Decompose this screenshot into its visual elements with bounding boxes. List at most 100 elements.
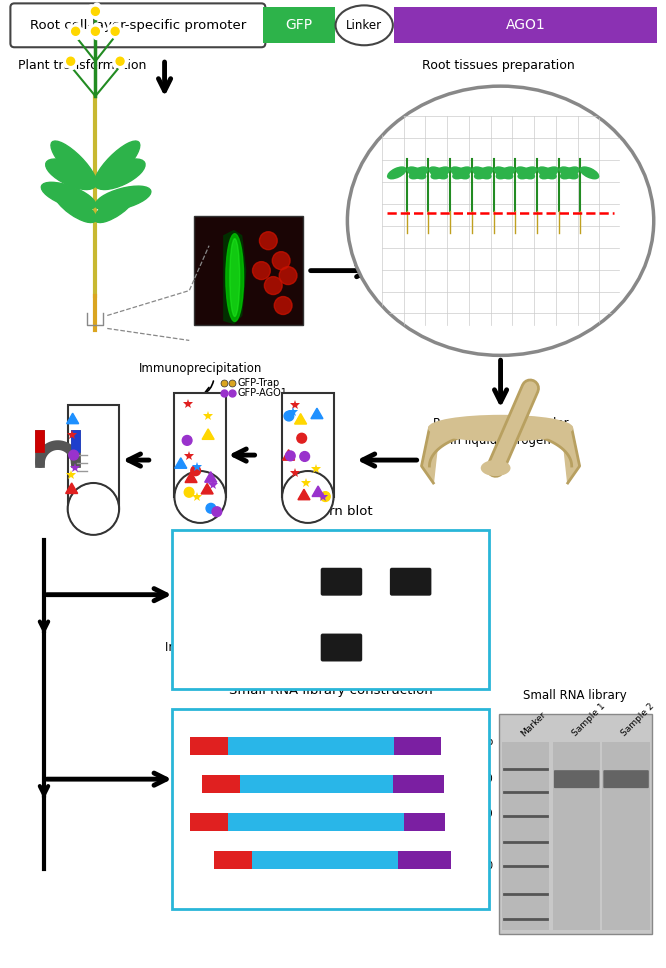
Text: GFP-AGO1: GFP-AGO1 <box>195 575 256 589</box>
Circle shape <box>108 31 115 38</box>
FancyBboxPatch shape <box>393 775 444 793</box>
Text: IP: IP <box>428 543 441 557</box>
Ellipse shape <box>429 167 448 179</box>
Ellipse shape <box>453 167 471 179</box>
Circle shape <box>117 28 124 35</box>
Polygon shape <box>294 413 306 424</box>
Circle shape <box>113 33 120 40</box>
Polygon shape <box>282 450 294 460</box>
Polygon shape <box>204 471 216 482</box>
Text: 50: 50 <box>481 861 494 871</box>
Ellipse shape <box>496 167 515 179</box>
FancyBboxPatch shape <box>398 851 451 869</box>
Ellipse shape <box>559 167 578 179</box>
Circle shape <box>97 8 104 15</box>
FancyBboxPatch shape <box>394 8 657 44</box>
Polygon shape <box>67 413 79 424</box>
FancyBboxPatch shape <box>202 775 240 793</box>
Circle shape <box>297 434 306 443</box>
Polygon shape <box>224 230 246 323</box>
Ellipse shape <box>95 186 151 210</box>
Circle shape <box>88 25 95 32</box>
Text: GFP-AGO1: GFP-AGO1 <box>238 388 288 398</box>
Text: 5’ adapter: 5’ adapter <box>214 897 272 908</box>
Text: Western blot: Western blot <box>288 505 373 518</box>
FancyBboxPatch shape <box>190 895 210 910</box>
Circle shape <box>118 63 125 70</box>
FancyBboxPatch shape <box>553 742 600 929</box>
Circle shape <box>74 23 81 30</box>
FancyBboxPatch shape <box>190 738 228 755</box>
Ellipse shape <box>348 86 654 355</box>
FancyBboxPatch shape <box>321 568 362 595</box>
Circle shape <box>279 266 297 285</box>
Text: Linker: Linker <box>346 18 382 32</box>
FancyBboxPatch shape <box>68 406 119 509</box>
Circle shape <box>272 252 290 270</box>
Ellipse shape <box>482 461 509 475</box>
Ellipse shape <box>68 483 119 535</box>
Text: Sample 2: Sample 2 <box>619 702 656 739</box>
Circle shape <box>264 277 282 294</box>
Ellipse shape <box>336 6 393 45</box>
FancyBboxPatch shape <box>554 771 599 788</box>
Circle shape <box>63 55 70 62</box>
Ellipse shape <box>451 167 469 179</box>
FancyBboxPatch shape <box>282 393 334 497</box>
Circle shape <box>108 25 115 32</box>
Circle shape <box>116 57 124 65</box>
Text: Root cell-layer-specific promoter: Root cell-layer-specific promoter <box>30 18 246 32</box>
Polygon shape <box>311 408 323 418</box>
FancyBboxPatch shape <box>174 393 226 497</box>
Text: Immunoprecipitation: Immunoprecipitation <box>139 362 262 376</box>
Ellipse shape <box>494 167 513 179</box>
Circle shape <box>69 53 76 60</box>
Text: Marker: Marker <box>519 710 547 739</box>
FancyBboxPatch shape <box>228 738 394 755</box>
Text: Internal control: Internal control <box>165 641 256 654</box>
Polygon shape <box>201 483 213 494</box>
Text: Root ground to powder
in liquid nitrogen: Root ground to powder in liquid nitrogen <box>433 417 568 447</box>
Circle shape <box>122 58 129 65</box>
FancyBboxPatch shape <box>394 738 442 755</box>
Ellipse shape <box>431 167 450 179</box>
Ellipse shape <box>561 167 579 179</box>
Text: GFP: GFP <box>286 18 312 32</box>
FancyBboxPatch shape <box>319 895 338 910</box>
FancyBboxPatch shape <box>260 563 475 599</box>
Ellipse shape <box>51 141 97 187</box>
FancyBboxPatch shape <box>260 629 475 665</box>
Ellipse shape <box>54 191 96 223</box>
Polygon shape <box>174 458 186 469</box>
Circle shape <box>88 11 95 17</box>
Text: Small RNA library: Small RNA library <box>523 689 627 703</box>
Text: 150: 150 <box>474 774 494 784</box>
Circle shape <box>111 27 119 35</box>
Circle shape <box>69 63 76 70</box>
Circle shape <box>97 28 104 35</box>
Ellipse shape <box>518 167 536 179</box>
Ellipse shape <box>95 159 145 190</box>
Circle shape <box>63 61 70 68</box>
Circle shape <box>300 452 310 462</box>
Text: Input: Input <box>348 543 383 557</box>
Polygon shape <box>185 472 197 482</box>
Circle shape <box>113 55 120 62</box>
Circle shape <box>286 451 295 461</box>
Ellipse shape <box>230 239 240 317</box>
FancyBboxPatch shape <box>252 851 398 869</box>
Ellipse shape <box>41 182 96 209</box>
Ellipse shape <box>540 167 558 179</box>
Circle shape <box>67 57 75 65</box>
Ellipse shape <box>282 471 334 523</box>
Ellipse shape <box>516 167 534 179</box>
Text: Small RNA: Small RNA <box>214 879 272 889</box>
Circle shape <box>93 3 101 10</box>
FancyBboxPatch shape <box>172 710 489 909</box>
Text: AGO1: AGO1 <box>505 18 545 32</box>
Circle shape <box>68 31 75 38</box>
Polygon shape <box>202 429 214 439</box>
Ellipse shape <box>430 416 571 440</box>
Circle shape <box>260 231 277 250</box>
Ellipse shape <box>475 167 493 179</box>
